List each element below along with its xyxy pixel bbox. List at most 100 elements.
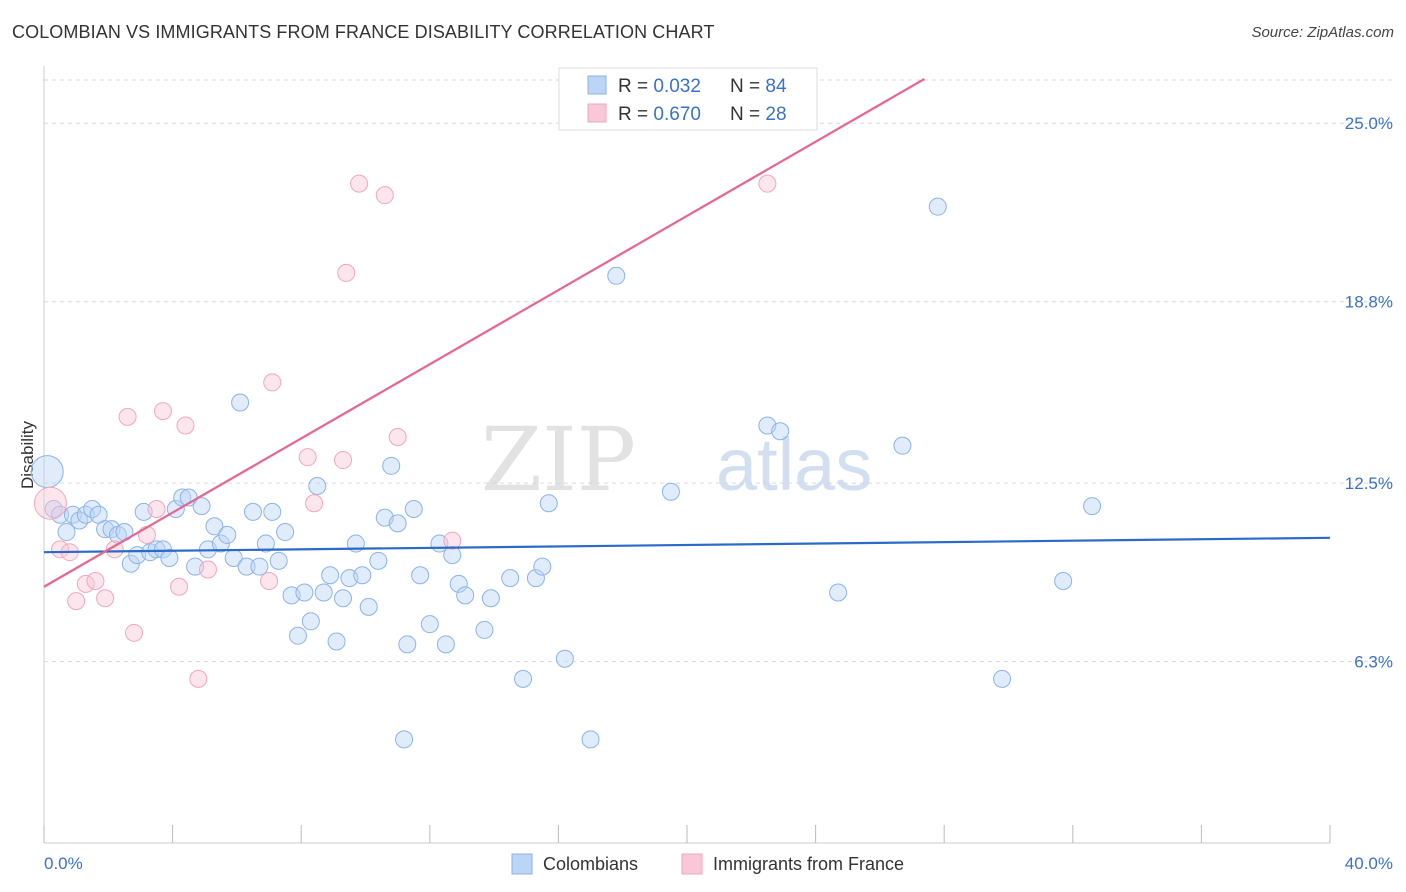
legend-r-label-1: R = xyxy=(618,76,653,97)
legend-n-label-2: N = xyxy=(730,104,765,125)
colombian-point xyxy=(1054,571,1073,590)
colombian-point xyxy=(57,523,76,542)
x-tick-label-right: 40.0% xyxy=(1345,854,1393,873)
colombian-point xyxy=(30,455,64,489)
colombian-point xyxy=(893,436,912,455)
colombian-point xyxy=(395,730,414,749)
france-point xyxy=(147,500,166,519)
legend-r-value-2: 0.670 xyxy=(653,104,701,125)
colombian-point xyxy=(382,456,401,475)
colombian-point xyxy=(314,583,333,602)
colombian-point xyxy=(436,635,455,654)
colombian-point xyxy=(398,635,417,654)
france-point xyxy=(305,494,324,513)
colombian-point xyxy=(288,626,307,645)
svg-text:R = 0.032: R = 0.032 xyxy=(618,76,701,97)
france-point xyxy=(198,560,217,579)
svg-text:R = 0.670: R = 0.670 xyxy=(618,104,701,125)
france-point xyxy=(118,407,137,426)
watermark-atlas: atlas xyxy=(716,423,872,506)
source-label: Source: ZipAtlas.com xyxy=(1251,24,1394,41)
france-point xyxy=(375,186,394,205)
colombian-point xyxy=(250,557,269,576)
france-point xyxy=(333,451,352,470)
watermark: ZIP atlas xyxy=(481,408,872,511)
legend-n-label-1: N = xyxy=(730,76,765,97)
colombian-point xyxy=(539,494,558,513)
colombian-point xyxy=(661,482,680,501)
colombian-point xyxy=(1083,497,1102,516)
colombian-point xyxy=(147,540,166,559)
france-point xyxy=(758,174,777,193)
colombian-point xyxy=(205,517,224,536)
bottom-legend-swatch-pink xyxy=(681,853,703,875)
x-tick-label-left: 0.0% xyxy=(44,854,83,873)
france-point xyxy=(189,669,208,688)
france-point xyxy=(86,571,105,590)
svg-text:N = 84: N = 84 xyxy=(730,76,787,97)
colombian-point xyxy=(411,566,430,585)
chart-title: COLOMBIAN VS IMMIGRANTS FROM FRANCE DISA… xyxy=(12,22,715,42)
colombian-point xyxy=(301,612,320,631)
colombian-point xyxy=(243,502,262,521)
france-point xyxy=(67,592,86,611)
bottom-legend-label-immigrants: Immigrants from France xyxy=(713,854,904,874)
trend-lines xyxy=(43,78,1331,588)
colombian-point xyxy=(231,393,250,412)
colombian-point xyxy=(295,583,314,602)
legend-box: R = 0.032 N = 84 R = 0.670 N = 28 xyxy=(558,67,818,131)
colombian-point xyxy=(237,557,256,576)
colombian-point xyxy=(555,649,574,668)
colombian-point xyxy=(928,197,947,216)
france-point xyxy=(125,623,144,642)
colombian-point xyxy=(533,557,552,576)
legend-n-value-2: 28 xyxy=(765,104,786,125)
colombian-point xyxy=(327,632,346,651)
france-point xyxy=(350,174,369,193)
france-point xyxy=(298,448,317,467)
france-point xyxy=(170,577,189,596)
france-point xyxy=(153,402,172,421)
bottom-legend-swatch-blue xyxy=(511,853,533,875)
france-point xyxy=(337,263,356,282)
colombian-point xyxy=(829,583,848,602)
france-point xyxy=(96,589,115,608)
colombian-point xyxy=(321,566,340,585)
colombian-point xyxy=(607,266,626,285)
watermark-zip: ZIP xyxy=(481,408,636,511)
bottom-legend-label-colombians: Colombians xyxy=(543,854,638,874)
colombian-point xyxy=(514,669,533,688)
colombian-point xyxy=(420,615,439,634)
france-point xyxy=(137,525,156,544)
colombian-point xyxy=(456,586,475,605)
colombian-point xyxy=(481,589,500,608)
colombian-point xyxy=(359,597,378,616)
svg-text:N = 28: N = 28 xyxy=(730,104,787,125)
series-immigrants-from-france xyxy=(33,174,777,688)
france-point xyxy=(176,416,195,435)
france-point xyxy=(105,540,124,559)
legend-swatch-blue xyxy=(587,75,607,95)
y-tick-labels: 6.3% 12.5% 18.8% 25.0% xyxy=(1345,114,1393,671)
y-tick-label-1: 12.5% xyxy=(1345,474,1393,493)
colombian-point xyxy=(581,730,600,749)
bottom-legend: Colombians Immigrants from France xyxy=(511,853,904,875)
colombian-point xyxy=(160,548,179,567)
france-point xyxy=(260,571,279,590)
colombian-point xyxy=(276,523,295,542)
colombian-point xyxy=(475,620,494,639)
legend-r-label-2: R = xyxy=(618,104,653,125)
france-point xyxy=(388,428,407,447)
colombian-point xyxy=(369,551,388,570)
colombian-point xyxy=(771,422,790,441)
colombian-point xyxy=(263,502,282,521)
legend-r-value-1: 0.032 xyxy=(653,76,701,97)
colombian-point xyxy=(269,551,288,570)
colombian-point xyxy=(526,569,545,588)
colombian-point xyxy=(218,525,237,544)
colombian-point xyxy=(256,534,275,553)
colombian-point xyxy=(192,497,211,516)
trend-line-immigrants-from-france xyxy=(43,78,925,588)
colombian-point xyxy=(404,500,423,519)
